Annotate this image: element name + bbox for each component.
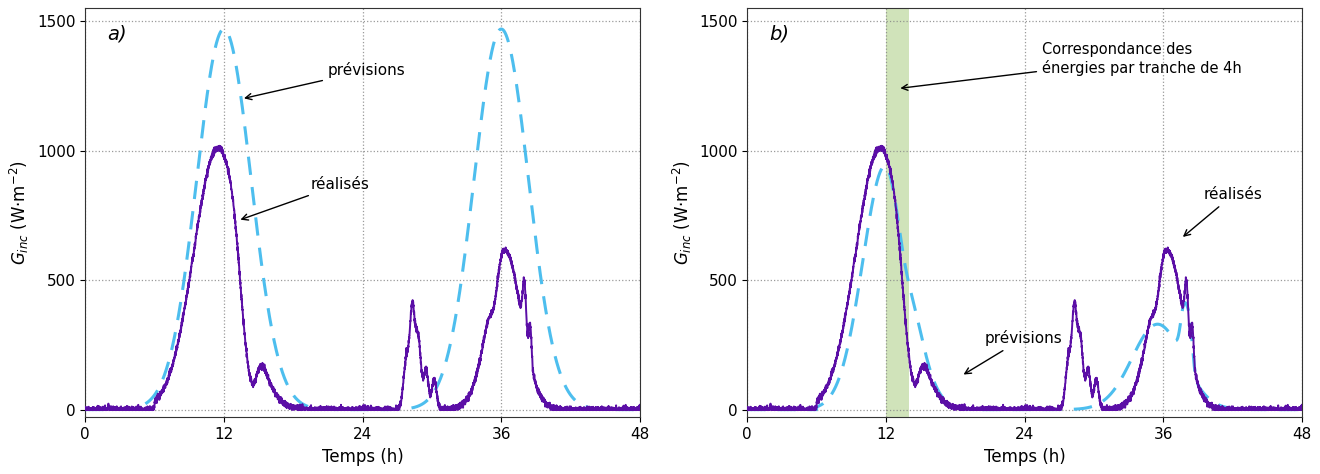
- Text: a): a): [107, 25, 127, 44]
- Bar: [886, 9, 909, 418]
- X-axis label: Temps (h): Temps (h): [322, 447, 404, 465]
- Y-axis label: $\mathit{G}_{inc}$ (W·m$^{-2}$): $\mathit{G}_{inc}$ (W·m$^{-2}$): [671, 160, 693, 265]
- Y-axis label: $\mathit{G}_{inc}$ (W·m$^{-2}$): $\mathit{G}_{inc}$ (W·m$^{-2}$): [8, 160, 32, 265]
- Text: Correspondance des
énergies par tranche de 4h: Correspondance des énergies par tranche …: [902, 42, 1242, 90]
- Text: réalisés: réalisés: [1184, 187, 1263, 236]
- Text: réalisés: réalisés: [242, 177, 370, 220]
- Text: prévisions: prévisions: [965, 330, 1063, 374]
- Text: prévisions: prévisions: [246, 63, 405, 100]
- Text: b): b): [770, 25, 789, 44]
- X-axis label: Temps (h): Temps (h): [983, 447, 1065, 465]
